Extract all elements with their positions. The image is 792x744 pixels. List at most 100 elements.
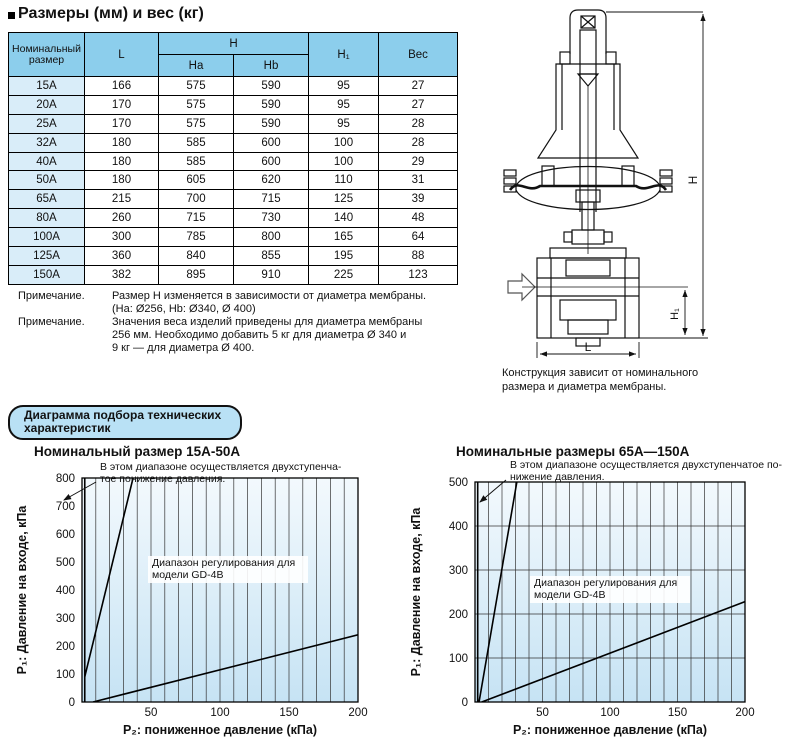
x-tick-label: 50	[145, 707, 158, 719]
value-cell: 27	[378, 94, 458, 115]
table-row: 15A 166 575 590 95 27	[8, 76, 458, 96]
y-axis-label: P₁: Давление на входе, кПа	[15, 505, 29, 675]
value-cell: 590	[233, 76, 309, 96]
table-row: 25A 170 575 590 95 28	[8, 113, 458, 134]
x-tick-label: 50	[536, 707, 549, 719]
y-tick-label: 500	[56, 557, 75, 569]
value-cell: 260	[84, 208, 159, 229]
series-max-p2-boundary	[92, 634, 358, 702]
chart-svg: 0 100 200 300 400 500 50 100 150 200 P₂: пониженно…	[409, 444, 782, 737]
valve-drawing: H H₁ L	[498, 2, 766, 369]
table-row: 40A 180 585 600 100 29	[8, 151, 458, 172]
plot-frame	[474, 481, 746, 703]
series-lines	[476, 482, 745, 702]
region-label-line: Диапазон регулирования для	[534, 577, 677, 589]
size-cell: 80A	[8, 208, 85, 229]
value-cell: 140	[308, 208, 379, 229]
valve-outline	[503, 9, 673, 347]
y-axis-label: P₁: Давление на входе, кПа	[409, 507, 423, 677]
value-cell: 27	[378, 76, 458, 96]
col-header-H1: H₁	[308, 32, 379, 77]
value-cell: 29	[378, 151, 458, 172]
table-row: 125A 360 840 855 195 88	[8, 246, 458, 266]
value-cell: 180	[84, 132, 159, 153]
chart-svg: 0 100 200 300 400 500 600 700 800 50 100 150 200 P₂: …	[15, 444, 368, 737]
dimensions-table: Номинальный размер L H H₁ Вес Ha Hb 15A 1…	[8, 32, 458, 285]
value-cell: 180	[84, 170, 159, 191]
value-cell: 166	[84, 76, 159, 96]
page-title-row: Размеры (мм) и вес (кг)	[8, 5, 204, 23]
region-label-line: модели GD-4B	[534, 589, 605, 601]
x-tick-label: 150	[279, 707, 298, 719]
x-axis-label: P₂: пониженное давление (кПа)	[123, 723, 317, 737]
value-cell: 605	[158, 170, 234, 191]
square-bullet-icon	[8, 11, 15, 19]
y-tick-label: 600	[56, 529, 75, 541]
x-axis-label: P₂: пониженное давление (кПа)	[513, 723, 707, 737]
region-label-line: модели GD-4B	[152, 569, 223, 581]
note-weight-values: Примечание. Значения веса изделий привед…	[18, 316, 464, 355]
value-cell: 100	[308, 151, 379, 172]
page-title: Размеры (мм) и вес (кг)	[18, 5, 204, 22]
value-cell: 382	[84, 264, 159, 285]
chart-title: Номинальные размеры 65А—150А	[456, 444, 690, 459]
value-cell: 575	[158, 76, 234, 96]
value-cell: 28	[378, 132, 458, 153]
section-header-pill: Диаграмма подбора технических характерис…	[8, 405, 242, 440]
note-membrane-diameter: Примечание. Размер H изменяется в зависи…	[18, 290, 464, 316]
value-cell: 785	[158, 227, 234, 248]
annotation-line: В этом диапазоне осуществляется двухступ…	[510, 459, 782, 471]
dim-label-H1: H₁	[669, 308, 681, 320]
valve-cross-section-svg: H H₁ L	[503, 9, 708, 358]
plot-frame	[81, 477, 359, 703]
value-cell: 215	[84, 189, 159, 210]
y-tick-label: 700	[56, 501, 75, 513]
y-tick-label: 300	[56, 613, 75, 625]
axis-tick-labels: 0 100 200 300 400 500 50 100 150 200	[449, 477, 755, 719]
y-tick-label: 0	[462, 697, 468, 709]
dim-label-L: L	[585, 340, 592, 354]
value-cell: 800	[233, 227, 309, 248]
region-label-background	[530, 576, 690, 603]
chart-nominal-15a-50a: 0 100 200 300 400 500 600 700 800 50 100 150 200 P₂: …	[0, 440, 392, 744]
value-cell: 95	[308, 94, 379, 115]
size-cell: 100A	[8, 227, 85, 248]
series-max-p2-boundary	[481, 600, 745, 702]
series-two-stage-reduction-boundary	[83, 478, 134, 677]
x-tick-label: 100	[210, 707, 229, 719]
y-tick-label: 100	[56, 669, 75, 681]
value-cell: 28	[378, 113, 458, 134]
value-cell: 840	[158, 246, 234, 266]
value-cell: 88	[378, 246, 458, 266]
table-row: 32A 180 585 600 100 28	[8, 132, 458, 153]
region-label-background	[148, 556, 308, 583]
size-cell: 150A	[8, 264, 85, 285]
y-tick-label: 0	[69, 697, 75, 709]
table-row: 80A 260 715 730 140 48	[8, 208, 458, 229]
y-tick-label: 200	[449, 609, 468, 621]
value-cell: 855	[233, 246, 309, 266]
value-cell: 895	[158, 264, 234, 285]
size-cell: 65A	[8, 189, 85, 210]
value-cell: 225	[308, 264, 379, 285]
value-cell: 600	[233, 151, 309, 172]
table-row: 20A 170 575 590 95 27	[8, 94, 458, 115]
chart-title: Номинальный размер 15А-50А	[34, 444, 240, 459]
value-cell: 360	[84, 246, 159, 266]
size-cell: 15A	[8, 76, 85, 96]
value-cell: 620	[233, 170, 309, 191]
y-tick-label: 400	[449, 521, 468, 533]
value-cell: 590	[233, 113, 309, 134]
y-tick-label: 200	[56, 641, 75, 653]
size-cell: 50A	[8, 170, 85, 191]
table-row: 100A 300 785 800 165 64	[8, 227, 458, 248]
col-header-Hb: Hb	[233, 54, 309, 77]
value-cell: 730	[233, 208, 309, 229]
col-header-nominal-size: Номинальный размер	[8, 32, 85, 77]
annotation-line: тое понижение давления.	[100, 473, 225, 485]
size-cell: 25A	[8, 113, 85, 134]
drawing-caption: Конструкция зависит от номинального разм…	[502, 367, 699, 393]
value-cell: 39	[378, 189, 458, 210]
value-cell: 195	[308, 246, 379, 266]
